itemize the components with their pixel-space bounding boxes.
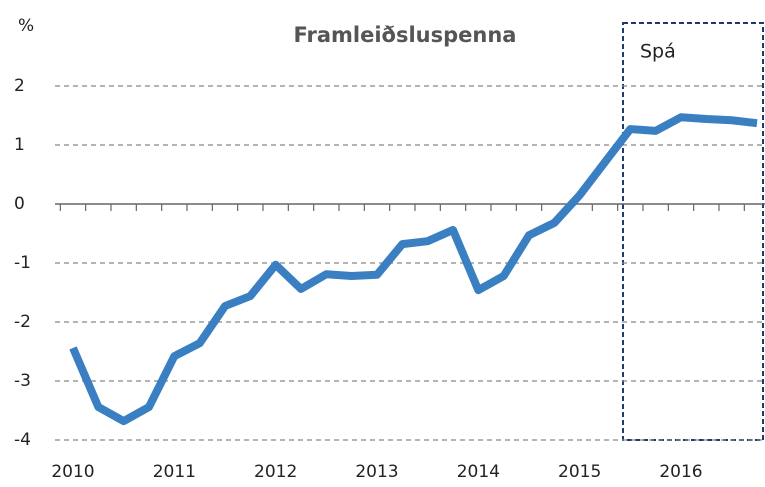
x-tick-label: 2012 xyxy=(254,462,297,482)
y-tick-label: 0 xyxy=(14,194,25,214)
forecast-box xyxy=(622,22,764,441)
x-tick-label: 2011 xyxy=(153,462,196,482)
y-tick-label: -3 xyxy=(14,371,31,391)
data-line xyxy=(69,113,758,426)
x-tick-label: 2013 xyxy=(355,462,398,482)
chart-title: Framleiðsluspenna xyxy=(294,23,517,47)
forecast-label: Spá xyxy=(640,41,676,63)
y-tick-label: 1 xyxy=(14,135,25,155)
y-axis-label: % xyxy=(18,16,34,36)
x-tick-label: 2015 xyxy=(558,462,601,482)
y-tick-label: -2 xyxy=(14,312,31,332)
x-tick-label: 2010 xyxy=(51,462,94,482)
y-tick-label: -1 xyxy=(14,253,31,273)
x-tick-label: 2014 xyxy=(457,462,500,482)
y-tick-label: 2 xyxy=(14,76,25,96)
x-tick-label: 2016 xyxy=(659,462,702,482)
y-tick-label: -4 xyxy=(14,430,31,450)
